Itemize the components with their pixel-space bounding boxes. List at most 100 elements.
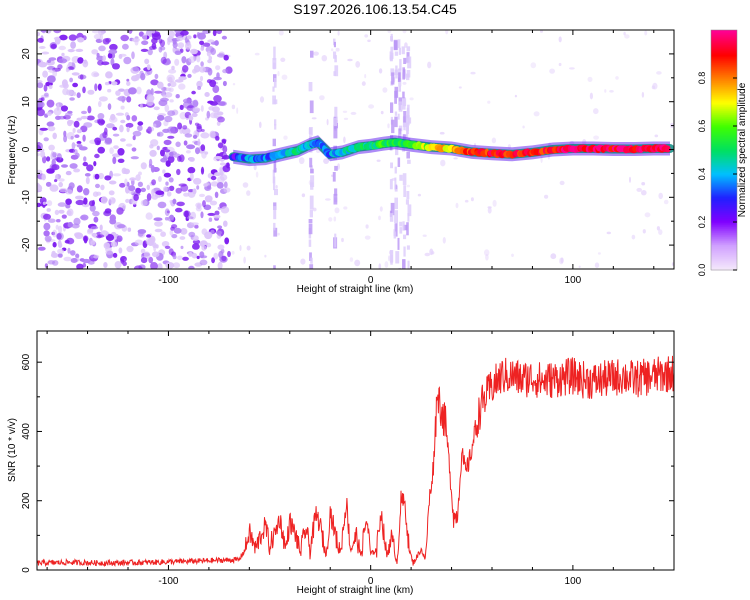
noise-blob <box>38 61 48 68</box>
sparse-blob <box>300 258 306 265</box>
noise-blob <box>191 252 198 259</box>
colorbar-strip <box>711 116 737 119</box>
streak-segment <box>308 82 313 92</box>
noise-blob <box>166 191 172 197</box>
noise-blob <box>167 126 176 134</box>
colorbar-strip <box>711 236 737 239</box>
noise-blob <box>76 263 84 269</box>
noise-blob <box>110 58 115 66</box>
noise-blob <box>164 115 173 123</box>
noise-blob <box>98 45 106 52</box>
sparse-blob <box>487 100 491 104</box>
noise-blob <box>48 57 57 61</box>
noise-blob <box>173 227 182 234</box>
noise-blob <box>120 138 126 142</box>
streak-segment <box>402 67 405 80</box>
noise-blob <box>207 100 214 104</box>
streak-segment <box>403 185 407 197</box>
sparse-blob <box>671 262 674 266</box>
streak-segment <box>334 165 338 171</box>
noise-blob <box>213 112 219 119</box>
noise-blob <box>176 36 184 42</box>
sparse-blob <box>558 62 562 67</box>
noise-blob <box>176 168 181 176</box>
noise-blob <box>213 214 221 219</box>
streak-segment <box>274 119 277 126</box>
colorbar-strip <box>711 266 737 269</box>
snr-frame <box>36 330 675 571</box>
noise-blob <box>175 94 180 99</box>
noise-blob <box>100 184 105 191</box>
colorbar-strip <box>711 152 737 155</box>
sparse-blob <box>464 199 469 203</box>
noise-blob <box>46 200 53 207</box>
noise-blob <box>117 148 125 156</box>
streak-segment <box>393 231 397 239</box>
sparse-blob <box>364 74 367 79</box>
noise-blob <box>131 147 137 152</box>
sparse-blob <box>328 217 333 222</box>
noise-blob <box>202 42 211 47</box>
noise-blob <box>92 210 100 217</box>
noise-blob <box>132 135 136 141</box>
noise-blob <box>162 94 167 99</box>
colorbar-strip <box>711 82 737 85</box>
streak-segment <box>309 195 314 210</box>
colorbar-strip <box>711 224 737 227</box>
noise-blob <box>93 216 99 223</box>
noise-blob <box>56 103 60 111</box>
noise-blob <box>77 37 85 43</box>
noise-blob <box>162 169 166 174</box>
noise-blob <box>69 97 75 101</box>
sparse-blob <box>487 207 492 214</box>
noise-blob <box>54 157 61 161</box>
noise-blob <box>44 92 49 97</box>
sparse-blob <box>540 30 543 33</box>
colorbar-strip <box>711 62 737 65</box>
noise-blob <box>37 82 44 89</box>
noise-blob <box>150 79 159 86</box>
noise-blob <box>157 131 164 137</box>
sparse-blob <box>367 39 371 43</box>
noise-blob <box>128 185 136 192</box>
noise-blob <box>154 73 159 80</box>
noise-blob <box>120 119 126 124</box>
noise-blob <box>140 187 146 193</box>
noise-blob <box>133 194 139 201</box>
streak-segment <box>398 72 401 81</box>
noise-blob <box>67 247 71 254</box>
noise-blob <box>199 251 205 259</box>
noise-blob <box>37 152 41 157</box>
sparse-blob <box>491 137 497 144</box>
noise-blob <box>175 187 182 194</box>
noise-blob <box>183 192 190 197</box>
streak-segment <box>308 128 312 134</box>
noise-blob <box>111 81 118 86</box>
noise-blob <box>221 35 227 40</box>
colorbar-strip <box>711 36 737 39</box>
noise-blob <box>58 181 63 188</box>
noise-blob <box>197 86 202 90</box>
noise-blob <box>171 234 178 239</box>
noise-blob <box>81 110 87 115</box>
colorbar-strip <box>711 250 737 253</box>
spectrogram-ytick-label: -10 <box>21 190 32 205</box>
noise-blob <box>91 71 99 78</box>
snr-ytick-label: 600 <box>21 353 32 370</box>
noise-blob <box>88 200 95 207</box>
noise-blob <box>104 81 110 86</box>
streak-segment <box>394 197 398 210</box>
noise-blob <box>158 38 163 44</box>
noise-blob <box>51 164 60 171</box>
streak-segment <box>390 102 394 113</box>
sparse-blob <box>326 118 329 126</box>
noise-blob <box>160 231 167 237</box>
noise-blob <box>83 156 87 162</box>
colorbar-strip <box>711 202 737 205</box>
noise-blob <box>116 235 123 242</box>
noise-blob <box>73 217 81 226</box>
noise-blob <box>46 156 51 162</box>
streak-segment <box>403 234 407 240</box>
noise-blob <box>213 156 223 160</box>
